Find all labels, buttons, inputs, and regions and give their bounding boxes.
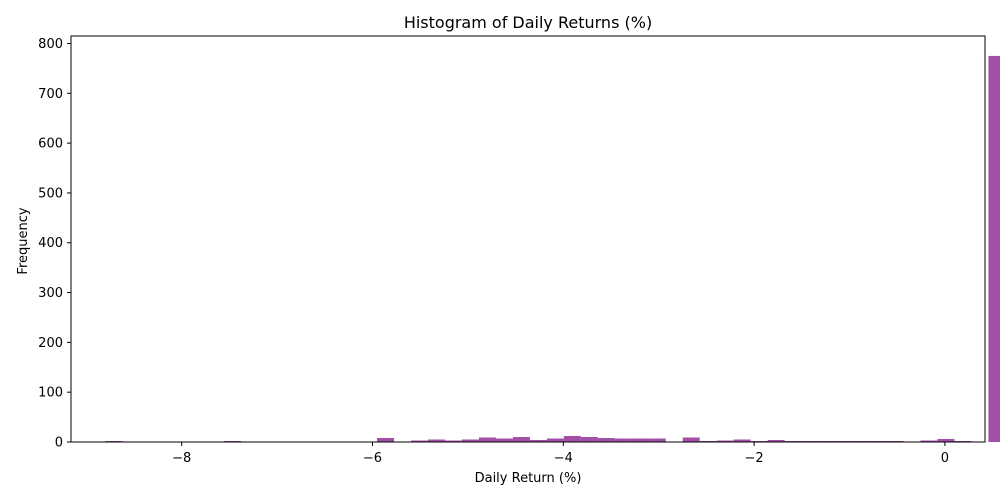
histogram-bar [988,55,1000,442]
y-tick-label: 600 [38,137,63,152]
y-tick-label: 500 [38,186,63,201]
histogram-bar [920,440,938,442]
histogram-bar [461,439,479,442]
x-tick-label: −4 [554,451,573,466]
x-tick-label: −8 [172,451,191,466]
y-tick-label: 100 [38,386,63,401]
y-tick-label: 300 [38,286,63,301]
histogram-bar [767,440,785,442]
histogram-bar [377,438,395,442]
y-tick-label: 400 [38,236,63,251]
histogram-bar [648,438,666,442]
x-ticks: −8 −6 −4 −2 0 [172,442,949,466]
y-tick-label: 200 [38,336,63,351]
x-tick-label: 0 [941,451,949,466]
x-axis-label: Daily Return (%) [475,471,582,486]
histogram-bar [546,438,564,442]
histogram-bar [444,440,462,442]
histogram-bar [495,438,513,442]
bars-group [105,55,1000,442]
y-tick-label: 0 [55,436,63,451]
histogram-bar [512,437,530,442]
plot-frame [70,35,986,443]
histogram-bar [716,440,734,442]
histogram-bar [529,440,547,442]
histogram-bar [580,437,598,442]
x-tick-label: −6 [363,451,382,466]
histogram-bar [682,437,700,442]
histogram-bar [563,436,581,442]
y-axis-label: Frequency [16,207,31,274]
histogram-bar [733,439,751,442]
histogram-bar [478,437,496,442]
histogram-bar [411,440,429,442]
x-tick-label: −2 [745,451,764,466]
y-tick-label: 800 [38,37,63,52]
histogram-bar [428,439,445,442]
histogram-bar [631,438,649,442]
histogram-bar [597,438,615,442]
chart-title: Histogram of Daily Returns (%) [404,13,652,32]
y-ticks: 0 100 200 300 400 500 600 700 800 [38,37,71,451]
histogram-bar [937,439,955,442]
histogram-bar [614,438,632,442]
y-tick-label: 700 [38,87,63,102]
